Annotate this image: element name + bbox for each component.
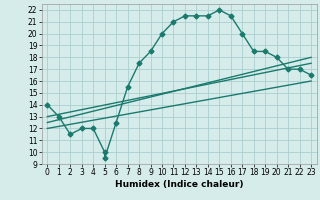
X-axis label: Humidex (Indice chaleur): Humidex (Indice chaleur) [115, 180, 244, 189]
